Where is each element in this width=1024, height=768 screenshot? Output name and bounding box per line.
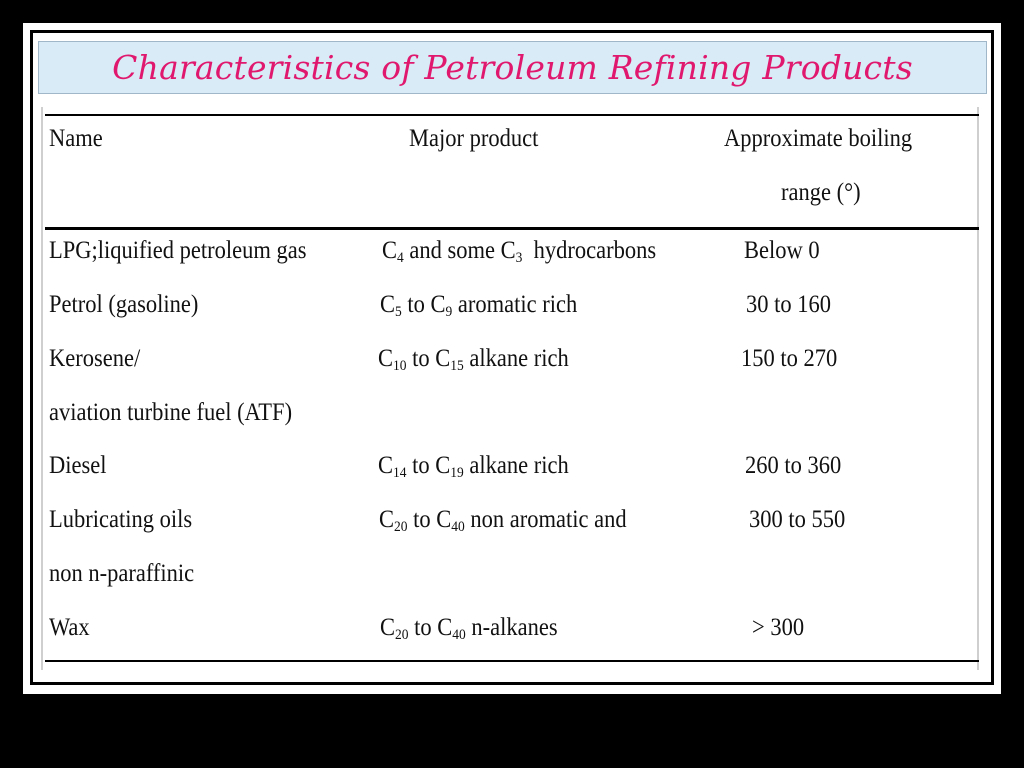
- header-major-product: Major product: [409, 125, 539, 152]
- row-boiling-range: 30 to 160: [746, 291, 832, 318]
- row-boiling-range: 150 to 270: [741, 345, 838, 372]
- row-name: Lubricating oils: [49, 506, 193, 533]
- header-name: Name: [49, 125, 103, 152]
- row-boiling-range: > 300: [752, 614, 805, 641]
- table-bottom-rule: [45, 660, 979, 662]
- row-name: Wax: [49, 614, 90, 641]
- row-name: Diesel: [49, 452, 107, 479]
- row-product: C20 to C40 non aromatic and: [379, 506, 627, 535]
- header-boiling-line1: Approximate boiling: [724, 125, 913, 152]
- row-name: Kerosene/: [49, 345, 141, 372]
- header-bottom-rule: [45, 227, 979, 230]
- slide-title-banner: Characteristics of Petroleum Refining Pr…: [38, 41, 987, 94]
- row-product: C20 to C40 n-alkanes: [380, 614, 558, 643]
- row-boiling-range: 300 to 550: [749, 506, 846, 533]
- row-name: LPG;liquified petroleum gas: [49, 237, 307, 264]
- products-table: Name Major product Approximate boiling r…: [41, 107, 979, 670]
- row-name: Petrol (gasoline): [49, 291, 199, 318]
- row-boiling-range: 260 to 360: [745, 452, 842, 479]
- row-name-continuation: aviation turbine fuel (ATF): [49, 399, 293, 426]
- table-top-rule: [45, 114, 979, 116]
- row-product: C4 and some C3 hydrocarbons: [382, 237, 657, 266]
- slide-title: Characteristics of Petroleum Refining Pr…: [112, 48, 913, 87]
- header-boiling-line2: range (°): [781, 179, 861, 206]
- row-boiling-range: Below 0: [744, 237, 820, 264]
- row-product: C14 to C19 alkane rich: [378, 452, 569, 481]
- row-product: C10 to C15 alkane rich: [378, 345, 569, 374]
- row-product: C5 to C9 aromatic rich: [380, 291, 578, 320]
- row-name-continuation: non n-paraffinic: [49, 560, 195, 587]
